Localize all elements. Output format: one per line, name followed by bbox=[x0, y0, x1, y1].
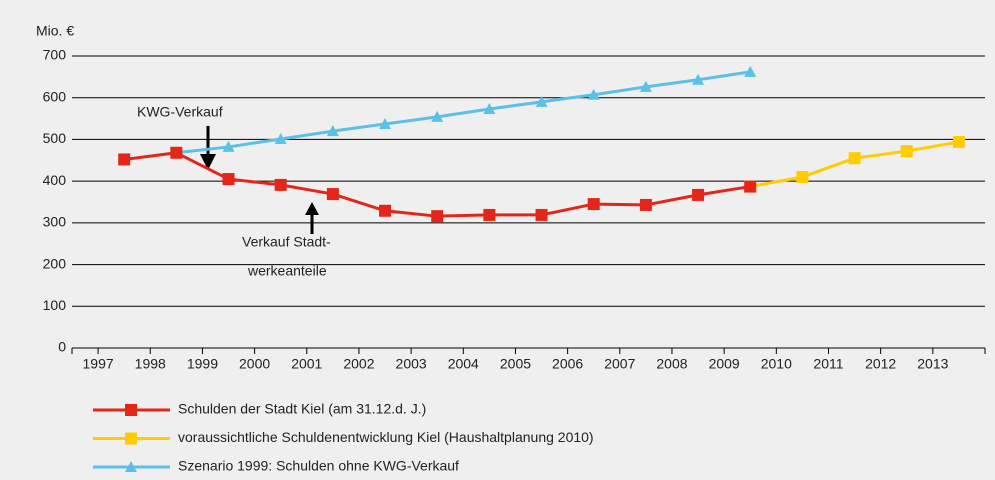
data-point bbox=[639, 80, 652, 92]
y-tick-label: 400 bbox=[43, 172, 67, 188]
x-tick-label: 2002 bbox=[343, 356, 374, 372]
x-tick-label: 2013 bbox=[917, 356, 948, 372]
annotation: KWG-Verkauf bbox=[137, 104, 223, 120]
x-tick-label: 2006 bbox=[552, 356, 583, 372]
x-tick-label: 2005 bbox=[500, 356, 531, 372]
data-point bbox=[692, 188, 705, 201]
data-point bbox=[379, 117, 392, 129]
y-tick-label: 700 bbox=[43, 47, 67, 63]
data-point bbox=[274, 178, 287, 191]
x-tick-label: 2010 bbox=[761, 356, 792, 372]
y-tick-label: 200 bbox=[43, 255, 67, 271]
y-tick-label: 300 bbox=[43, 214, 67, 230]
y-tick-label: 0 bbox=[58, 339, 66, 355]
data-point bbox=[483, 208, 496, 221]
data-point bbox=[379, 204, 392, 217]
data-point bbox=[222, 173, 235, 186]
data-point bbox=[796, 170, 809, 183]
data-point bbox=[170, 146, 183, 159]
annotation: werkeanteile bbox=[247, 263, 327, 279]
data-point bbox=[587, 198, 600, 211]
data-point bbox=[535, 208, 548, 221]
x-tick-label: 2011 bbox=[813, 356, 843, 372]
data-point bbox=[952, 135, 965, 148]
data-point bbox=[431, 110, 444, 122]
data-point bbox=[639, 198, 652, 211]
annotation: Verkauf Stadt- bbox=[242, 234, 331, 250]
y-tick-label: 100 bbox=[43, 297, 67, 313]
data-point bbox=[587, 88, 600, 100]
legend-label: Szenario 1999: Schulden ohne KWG-Verkauf bbox=[178, 458, 459, 474]
data-point bbox=[848, 152, 861, 165]
x-tick-label: 2007 bbox=[604, 356, 635, 372]
data-point bbox=[274, 133, 287, 145]
x-tick-label: 2012 bbox=[865, 356, 896, 372]
x-tick-label: 2001 bbox=[291, 356, 322, 372]
data-point bbox=[535, 95, 548, 107]
x-tick-label: 1997 bbox=[83, 356, 114, 372]
x-tick-label: 1998 bbox=[135, 356, 166, 372]
data-point bbox=[326, 188, 339, 201]
data-point bbox=[118, 153, 131, 166]
x-tick-label: 2003 bbox=[396, 356, 427, 372]
x-tick-label: 2000 bbox=[239, 356, 270, 372]
y-tick-label: 500 bbox=[43, 130, 67, 146]
x-tick-label: 1999 bbox=[187, 356, 218, 372]
y-tick-label: 600 bbox=[43, 88, 67, 104]
legend-label: Schulden der Stadt Kiel (am 31.12.d. J.) bbox=[178, 401, 426, 417]
x-tick-label: 2009 bbox=[709, 356, 740, 372]
legend-marker bbox=[125, 461, 137, 472]
data-point bbox=[692, 73, 705, 85]
series-line bbox=[176, 70, 751, 155]
data-point bbox=[326, 125, 339, 137]
y-axis-label: Mio. € bbox=[36, 23, 74, 39]
legend-marker bbox=[125, 432, 137, 445]
data-point bbox=[744, 65, 757, 77]
data-point bbox=[744, 180, 757, 193]
x-tick-label: 2008 bbox=[656, 356, 687, 372]
legend-marker bbox=[125, 404, 137, 416]
x-tick-label: 2004 bbox=[448, 356, 479, 372]
legend-label: voraussichtliche Schuldenentwicklung Kie… bbox=[178, 429, 594, 445]
data-point bbox=[431, 210, 444, 223]
data-point bbox=[900, 145, 913, 158]
data-point bbox=[222, 140, 235, 152]
data-point bbox=[483, 102, 496, 114]
